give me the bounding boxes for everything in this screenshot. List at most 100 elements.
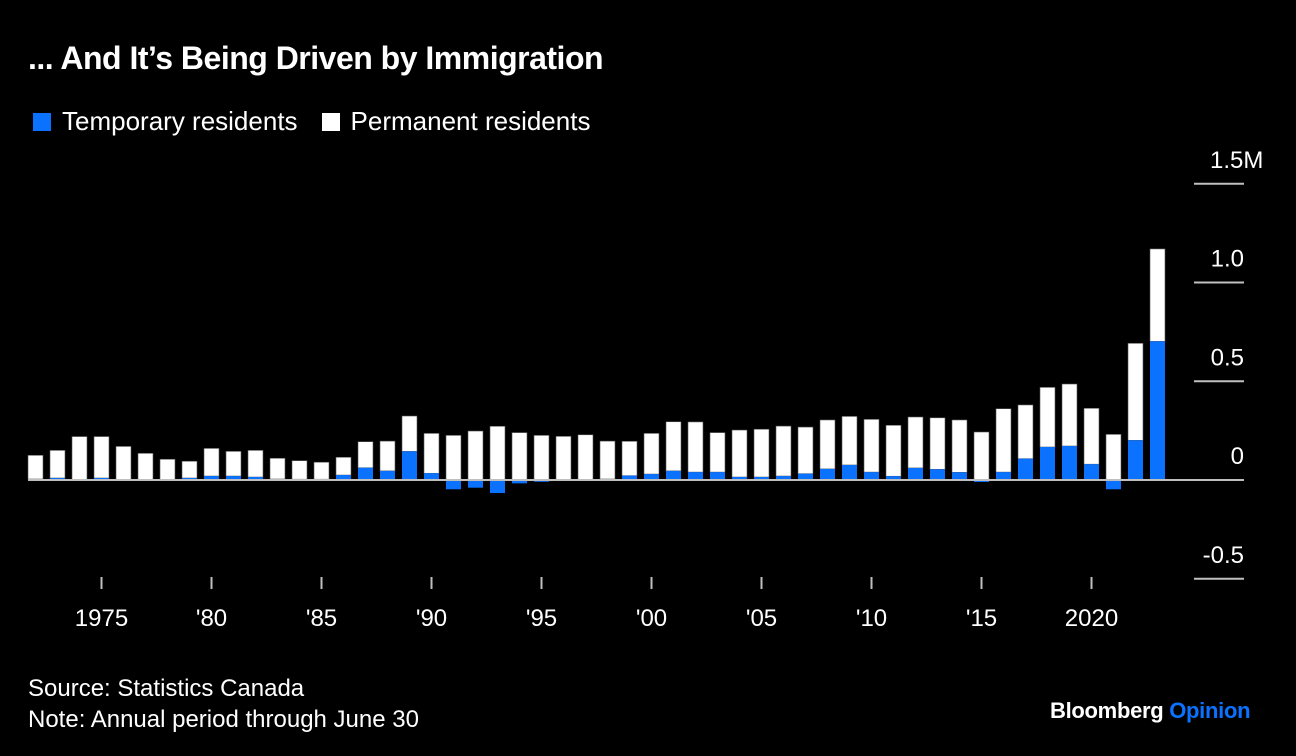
bar-permanent <box>225 451 242 477</box>
y-tick-label: 1.0 <box>1211 246 1244 273</box>
bar-permanent <box>379 440 396 472</box>
bar-permanent <box>93 436 110 479</box>
bar-temporary <box>490 480 505 494</box>
bar-temporary <box>424 473 439 480</box>
x-axis: 1975 '80 '85 '90 '95 '00 '05 '10 '15 2020 <box>75 577 1118 632</box>
source-note: Source: Statistics Canada <box>28 675 305 702</box>
legend-label-permanent: Permanent residents <box>350 106 591 136</box>
bar-temporary <box>1040 447 1055 480</box>
bar-permanent <box>269 457 286 480</box>
bar-permanent <box>621 440 638 476</box>
bar-temporary <box>732 477 747 480</box>
bar-permanent <box>929 417 946 470</box>
bar-temporary <box>908 467 923 480</box>
bar-permanent <box>49 450 66 479</box>
bar-temporary <box>204 476 219 480</box>
y-tick-label: 1.5M <box>1210 147 1263 174</box>
footnote: Note: Annual period through June 30 <box>28 706 419 733</box>
bar-temporary <box>468 480 483 488</box>
legend-swatch-permanent <box>321 112 340 131</box>
gridlines <box>1194 182 1244 580</box>
x-tick-label: 2020 <box>1065 605 1118 632</box>
bar-permanent <box>907 416 924 469</box>
bar-permanent <box>841 416 858 466</box>
bar-permanent <box>1149 248 1166 342</box>
bars <box>27 248 1166 494</box>
x-tick-label: '10 <box>856 605 887 632</box>
bar-temporary <box>688 472 703 480</box>
chart-legend: Temporary residents Permanent residents <box>33 106 614 137</box>
bar-permanent <box>467 430 484 481</box>
bar-permanent <box>863 419 880 473</box>
bar-temporary <box>512 480 527 484</box>
bar-permanent <box>401 415 418 452</box>
bar-permanent <box>775 425 792 477</box>
brand-section: Opinion <box>1169 698 1251 723</box>
bar-permanent <box>423 433 440 474</box>
bar-temporary <box>1128 440 1143 480</box>
bar-temporary <box>776 476 791 480</box>
bar-temporary <box>864 472 879 480</box>
bar-permanent <box>973 431 990 481</box>
bar-permanent <box>203 448 220 477</box>
bar-temporary <box>1018 458 1033 480</box>
bar-temporary <box>930 469 945 480</box>
bar-permanent <box>335 456 352 476</box>
bar-permanent <box>313 461 330 480</box>
bar-permanent <box>753 428 770 478</box>
bar-permanent <box>533 435 550 481</box>
bar-temporary <box>380 470 395 480</box>
y-axis: 1.5M 1.0 0.5 0 -0.5 <box>1203 147 1264 569</box>
x-tick-label: '95 <box>526 605 557 632</box>
bar-permanent <box>1083 408 1100 465</box>
bar-temporary <box>754 477 769 480</box>
bar-permanent <box>247 450 264 478</box>
legend-label-temporary: Temporary residents <box>62 106 298 136</box>
bar-permanent <box>291 460 308 480</box>
bar-permanent <box>1061 383 1078 447</box>
bar-permanent <box>27 455 44 480</box>
x-tick-label: '05 <box>746 605 777 632</box>
x-tick-label: '85 <box>306 605 337 632</box>
bar-temporary <box>644 474 659 480</box>
y-tick-label: 0.5 <box>1211 344 1244 371</box>
bar-temporary <box>666 470 681 480</box>
bar-permanent <box>115 446 132 480</box>
bar-temporary <box>842 464 857 480</box>
bar-permanent <box>731 429 748 478</box>
x-tick-label: 1975 <box>75 605 128 632</box>
legend-swatch-temporary <box>33 112 51 131</box>
bar-temporary <box>1084 464 1099 480</box>
bar-permanent <box>445 435 462 481</box>
bar-temporary <box>1106 480 1121 490</box>
bar-permanent <box>489 425 506 481</box>
bar-permanent <box>797 426 814 474</box>
bar-permanent <box>995 408 1012 473</box>
bar-permanent <box>951 419 968 473</box>
bar-permanent <box>555 436 572 481</box>
bar-temporary <box>820 468 835 480</box>
bar-temporary <box>710 472 725 480</box>
bar-temporary <box>952 472 967 480</box>
bar-temporary <box>1062 446 1077 480</box>
bar-temporary <box>248 477 263 480</box>
bar-permanent <box>71 436 88 480</box>
bar-permanent <box>819 419 836 470</box>
bar-permanent <box>709 432 726 473</box>
brand-name: Bloomberg <box>1050 698 1164 723</box>
bar-permanent <box>511 432 528 481</box>
bar-temporary <box>1150 341 1165 480</box>
bar-temporary <box>996 472 1011 480</box>
bar-temporary <box>226 476 241 480</box>
legend-item-temporary: Temporary residents <box>33 106 298 137</box>
bar-permanent <box>665 421 682 472</box>
bar-permanent <box>643 433 660 475</box>
bar-temporary <box>446 480 461 490</box>
bar-temporary <box>402 451 417 480</box>
bar-temporary <box>798 473 813 480</box>
y-tick-label: -0.5 <box>1203 542 1244 569</box>
bar-temporary <box>886 476 901 480</box>
x-tick-label: '15 <box>966 605 997 632</box>
bar-permanent <box>181 460 198 479</box>
